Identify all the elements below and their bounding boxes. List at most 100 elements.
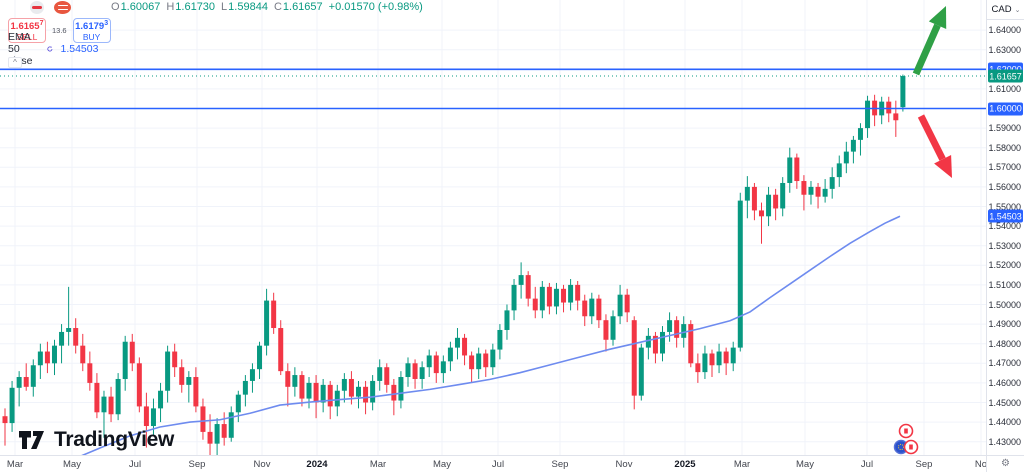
candle-body xyxy=(207,431,213,444)
buy-price-sup: 3 xyxy=(104,19,109,27)
time-axis-label: Sep xyxy=(188,459,206,470)
arrow-up-head[interactable] xyxy=(928,6,947,30)
candle-body xyxy=(334,390,340,407)
candlestick-chart[interactable] xyxy=(0,0,986,455)
candle-body xyxy=(426,355,432,368)
candle-body xyxy=(822,188,828,197)
candle-body xyxy=(546,286,552,307)
candle-body xyxy=(150,408,156,427)
candle-body xyxy=(787,157,793,183)
candle-body xyxy=(454,337,460,348)
candle-body xyxy=(136,363,142,407)
candle-body xyxy=(249,369,255,381)
candle-body xyxy=(865,100,871,129)
candle-body xyxy=(299,375,305,399)
candle-body xyxy=(348,378,354,397)
candle-body xyxy=(363,386,369,403)
candle-body xyxy=(391,384,397,401)
minus-circle-icon[interactable] xyxy=(30,0,44,14)
time-axis-label: Jul xyxy=(128,459,142,470)
candle-body xyxy=(462,337,468,356)
candle-body xyxy=(447,347,453,362)
indicator-loading-icon xyxy=(47,45,53,51)
buy-button[interactable]: 1.61793 BUY xyxy=(72,18,111,43)
candle-body xyxy=(193,377,199,407)
chevron-down-icon: ⌄ xyxy=(1014,6,1021,14)
candle-body xyxy=(553,288,559,307)
time-axis-label: May xyxy=(796,459,814,470)
candle-body xyxy=(320,384,326,403)
price-axis-label: 1.45000 xyxy=(988,397,1021,408)
high-label: H xyxy=(166,1,175,13)
buy-price: 1.6179 xyxy=(75,20,105,32)
candle-body xyxy=(780,182,786,209)
price-axis-label: 1.46000 xyxy=(988,377,1021,388)
candle-body xyxy=(801,181,807,195)
close-value: 1.61657 xyxy=(282,1,323,13)
price-axis-label: 1.57000 xyxy=(988,162,1021,173)
candle-body xyxy=(165,351,171,391)
candle-body xyxy=(80,345,86,364)
current-price-tag: 1.61657 xyxy=(988,69,1023,83)
price-axis-label: 1.51000 xyxy=(988,279,1021,290)
low-value: 1.59844 xyxy=(228,1,268,13)
arrow-down-shaft[interactable] xyxy=(917,114,946,161)
candle-body xyxy=(850,139,856,152)
time-axis-label: Mar xyxy=(6,459,24,470)
candle-body xyxy=(808,186,814,195)
candle-body xyxy=(122,341,128,379)
price-axis-label: 1.50000 xyxy=(988,299,1021,310)
price-axis-label: 1.48000 xyxy=(988,338,1021,349)
candle-body xyxy=(412,363,418,379)
candle-body xyxy=(893,113,899,121)
indicator-legend-row[interactable]: EMA 50 close 1.54503 xyxy=(8,31,99,67)
candle-body xyxy=(518,275,524,285)
time-axis-label: Mar xyxy=(369,459,387,470)
price-axis-label: 1.64000 xyxy=(988,25,1021,36)
sell-button[interactable]: 1.61657 SELL xyxy=(8,18,46,43)
buy-label: BUY xyxy=(82,31,101,42)
ema-50-line[interactable] xyxy=(73,215,901,455)
time-axis-year-label: 2025 xyxy=(674,459,696,470)
time-axis[interactable]: Mar May Jul Sep Nov 2024 Mar May Jul Sep Nov 2025 Ma… xyxy=(0,455,987,472)
collapse-legend-button[interactable]: ^ xyxy=(8,57,22,68)
tradingview-logo-icon xyxy=(19,431,44,449)
candle-body xyxy=(419,367,425,379)
candle-body xyxy=(356,386,361,397)
currency-selector[interactable]: CAD ⌄ xyxy=(987,0,1024,20)
price-axis-label: 1.44000 xyxy=(988,417,1021,428)
candle-body xyxy=(730,347,736,364)
candle-body xyxy=(235,394,241,413)
indicator-value: 1.54503 xyxy=(60,42,99,55)
chart-canvas[interactable]: TradingView O 1.60067 H 1.61730 L 1.5984… xyxy=(0,0,986,455)
candle-body xyxy=(59,331,65,346)
time-axis-label: May xyxy=(63,459,81,470)
candle-body xyxy=(603,320,609,340)
candle-body xyxy=(709,353,715,366)
candle-body xyxy=(292,375,298,387)
candle-body xyxy=(37,351,43,366)
settings-gear-icon[interactable]: ⚙ xyxy=(1001,458,1010,469)
candle-body xyxy=(652,335,658,354)
candle-body xyxy=(645,335,651,348)
candle-body xyxy=(744,186,750,201)
menu-circle-icon[interactable] xyxy=(54,0,71,14)
candle-body xyxy=(483,353,489,368)
price-axis-label: 1.43000 xyxy=(988,436,1021,447)
candle-body xyxy=(681,324,687,338)
arrow-up-shaft[interactable] xyxy=(912,23,941,76)
price-axis-label: 1.59000 xyxy=(988,123,1021,134)
candle-body xyxy=(737,200,743,348)
price-axis[interactable]: CAD ⌄ 1.64000 1.63000 1.61000 1.59000 1.5800… xyxy=(986,0,1024,455)
candle-body xyxy=(624,294,630,313)
candle-body xyxy=(327,384,333,407)
candle-body xyxy=(264,300,270,346)
arrow-down-head[interactable] xyxy=(934,154,952,178)
candle-body xyxy=(476,353,482,370)
candle-body xyxy=(758,210,764,217)
candle-body xyxy=(582,300,588,317)
candle-body xyxy=(23,377,29,387)
chevron-up-icon: ^ xyxy=(13,58,17,67)
time-axis-label: Nov xyxy=(615,459,633,470)
